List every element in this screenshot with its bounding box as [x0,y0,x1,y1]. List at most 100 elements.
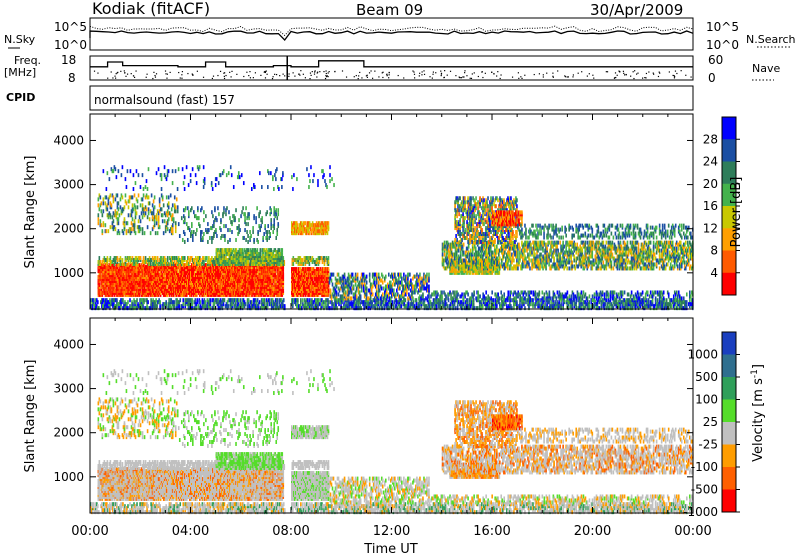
power-cell [327,260,330,265]
power-cell [167,277,170,282]
noise-left-tick-bottom: 10^0 [54,38,87,52]
power-cell [142,273,145,278]
power-cell [219,269,221,274]
nave-point [370,70,372,72]
power-cell [181,262,184,267]
power-cell [101,290,104,295]
nave-point [271,77,274,80]
power-cell [215,263,217,268]
nave-point [374,70,376,72]
power-cell [214,286,216,291]
nave-point [120,70,122,72]
nave-point [673,75,675,77]
nave-point [421,74,423,76]
power-cell [238,271,240,276]
power-cell [248,263,250,268]
nave-point [414,77,416,79]
power-cell [239,298,242,303]
nave-point [211,77,214,80]
power-cell [128,269,131,274]
nave-point [191,73,193,75]
power-cell [164,284,167,289]
power-cell [211,256,213,261]
power-cell [214,265,216,270]
power-cell [318,298,320,303]
power-cell [336,306,338,311]
power-cell [102,263,105,268]
power-cell [150,265,153,270]
power-cell [327,267,330,272]
nave-point [542,74,544,76]
power-cell [98,256,101,261]
power-cell [396,306,399,311]
power-cell [327,256,330,261]
nave-point [466,75,468,77]
power-cell [456,304,459,309]
power-cell [183,263,186,268]
power-cell [204,292,206,297]
power-cell [152,269,155,274]
power-cell [174,269,177,274]
power-cell [223,286,225,291]
nave-point [658,71,660,73]
power-cell [118,286,121,291]
power-cell [197,282,199,287]
power-cell [237,269,239,274]
nave-point [419,72,421,74]
power-cell [283,304,286,309]
power-cell [292,262,295,267]
power-cell [129,298,131,303]
power-cell [138,282,141,287]
power-cell [248,284,250,289]
power-cell [100,280,103,285]
power-cell [191,298,194,303]
power-cell [208,256,210,261]
freq-left-tick-bottom: 8 [68,71,76,85]
power-cell [140,275,143,280]
power-cell [194,298,197,303]
power-cell [199,300,202,305]
power-cell [182,263,185,268]
power-cell [511,306,513,311]
power-cell [268,298,271,303]
nave-point [114,75,116,77]
nsearch-series-line [89,25,694,37]
power-cell [243,273,245,278]
power-cell [110,263,113,268]
power-cell [117,263,120,268]
nave-point [328,71,330,73]
frequency-panel: 18 8 60 0 Freq. [MHz] Nave CPID normalso… [4,53,780,111]
power-cell [98,279,101,283]
nave-point [325,76,328,78]
nave-point [217,74,219,77]
power-cell [196,298,199,303]
nave-point [115,77,117,79]
power-cell [155,277,158,282]
power-cell [251,284,253,289]
power-cell [144,256,147,261]
power-cell [114,267,117,272]
nave-point [413,73,416,75]
nave-point [154,76,157,78]
nave-point [388,77,390,79]
nave-point [166,77,168,79]
power-cell [127,306,129,311]
nave-point [423,73,426,76]
nave-point [477,75,479,78]
nave-point [586,75,588,77]
power-cell [156,263,159,268]
power-cell [131,265,134,270]
frequency-series [90,56,693,80]
cpid-label: CPID [6,91,35,104]
power-cell [165,300,167,305]
nave-point [680,70,682,72]
nave-point [327,76,329,78]
nave-point [403,77,405,79]
power-cell [228,288,230,293]
nave-point [202,76,205,78]
nave-point [388,71,390,74]
power-cell [156,304,158,309]
nave-point [110,71,112,73]
nave-point [572,76,574,78]
nave-point [260,74,262,76]
